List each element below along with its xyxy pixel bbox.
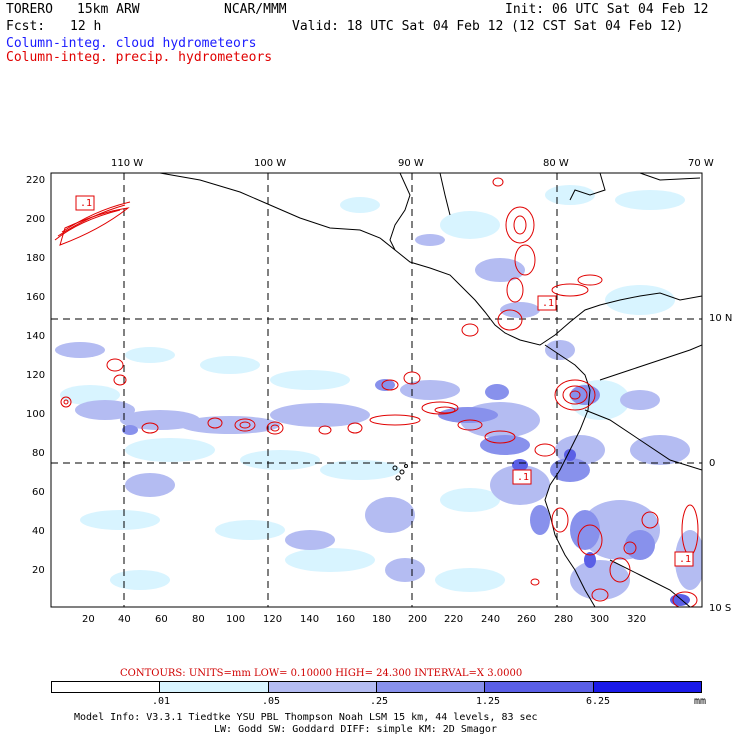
contour-label: .1: [80, 198, 93, 209]
y-tick: 20: [32, 565, 45, 576]
y-tick: 60: [32, 487, 45, 498]
y-tick: 100: [26, 409, 46, 420]
y-tick: 140: [26, 331, 46, 342]
x-tick: 240: [481, 614, 501, 625]
y-tick: 80: [32, 448, 45, 459]
contours-info: CONTOURS: UNITS=mm LOW= 0.10000 HIGH= 24…: [120, 668, 523, 679]
y-tick: 200: [26, 214, 46, 225]
colorbar-label: 6.25: [586, 696, 611, 707]
init-time: Init: 06 UTC Sat 04 Feb 12: [505, 2, 709, 17]
x-tick: 100: [226, 614, 246, 625]
x-tick: 160: [336, 614, 356, 625]
cloud-dark-areas: [122, 379, 655, 560]
lon-label: 110 W: [111, 158, 144, 169]
contour-label: .1: [517, 472, 530, 483]
colorbar-units: mm: [694, 696, 707, 707]
valid-time: Valid: 18 UTC Sat 04 Feb 12 (12 CST Sat …: [292, 19, 684, 34]
cloud-field-title: Column-integ. cloud hydrometeors: [6, 36, 257, 51]
lat-label: 10 S: [709, 603, 732, 614]
x-tick: 260: [517, 614, 537, 625]
colorbar-label: .01: [152, 696, 171, 707]
fcst-hours: 12 h: [70, 19, 102, 34]
y-tick: 220: [26, 175, 46, 186]
contour-label: .1: [679, 554, 692, 565]
x-tick: 220: [444, 614, 464, 625]
lat-label: 0: [709, 458, 716, 469]
x-tick: 180: [372, 614, 392, 625]
colorbar-segment: [593, 682, 701, 692]
precip-core-areas: [512, 449, 690, 606]
center-name: NCAR/MMM: [224, 2, 287, 17]
model-name: TORERO: [6, 2, 53, 17]
y-tick: 160: [26, 292, 46, 303]
y-tick: 120: [26, 370, 46, 381]
lon-label: 70 W: [688, 158, 714, 169]
map-border: [50, 172, 703, 608]
colorbar-segment: [376, 682, 486, 692]
fcst-label: Fcst:: [6, 19, 46, 34]
x-tick: 200: [408, 614, 428, 625]
x-tick: 320: [627, 614, 647, 625]
colorbar-segment: [52, 682, 161, 692]
model-info-line1: Model Info: V3.3.1 Tiedtke YSU PBL Thomp…: [74, 712, 538, 723]
colorbar-label: .05: [262, 696, 281, 707]
precip-field-title: Column-integ. precip. hydrometeors: [6, 50, 273, 65]
model-info-line2: LW: Godd SW: Goddard DIFF: simple KM: 2D…: [214, 724, 497, 735]
x-tick: 60: [155, 614, 168, 625]
colorbar-segment: [485, 682, 594, 692]
cloud-medium-areas: [55, 234, 702, 600]
colorbar-segment: [268, 682, 377, 692]
colorbar: [51, 681, 702, 693]
colorbar-label: 1.25: [476, 696, 501, 707]
y-tick: 40: [32, 526, 45, 537]
x-tick: 120: [263, 614, 283, 625]
colorbar-segment: [160, 682, 269, 692]
precip-contours: [54, 177, 699, 607]
resolution: 15km ARW: [77, 2, 140, 17]
x-tick: 40: [118, 614, 131, 625]
x-tick: 280: [554, 614, 574, 625]
x-tick: 80: [192, 614, 205, 625]
lat-lon-grid: [51, 173, 702, 607]
x-tick: 140: [300, 614, 320, 625]
lon-label: 80 W: [543, 158, 569, 169]
y-tick: 180: [26, 253, 46, 264]
lon-label: 100 W: [254, 158, 287, 169]
x-tick: 20: [82, 614, 95, 625]
colorbar-label: .25: [370, 696, 389, 707]
contour-label: .1: [542, 298, 555, 309]
lon-label: 90 W: [398, 158, 424, 169]
lat-label: 10 N: [709, 313, 733, 324]
coastlines: [159, 173, 702, 607]
x-tick: 300: [590, 614, 610, 625]
contour-label-boxes: [75, 195, 694, 567]
